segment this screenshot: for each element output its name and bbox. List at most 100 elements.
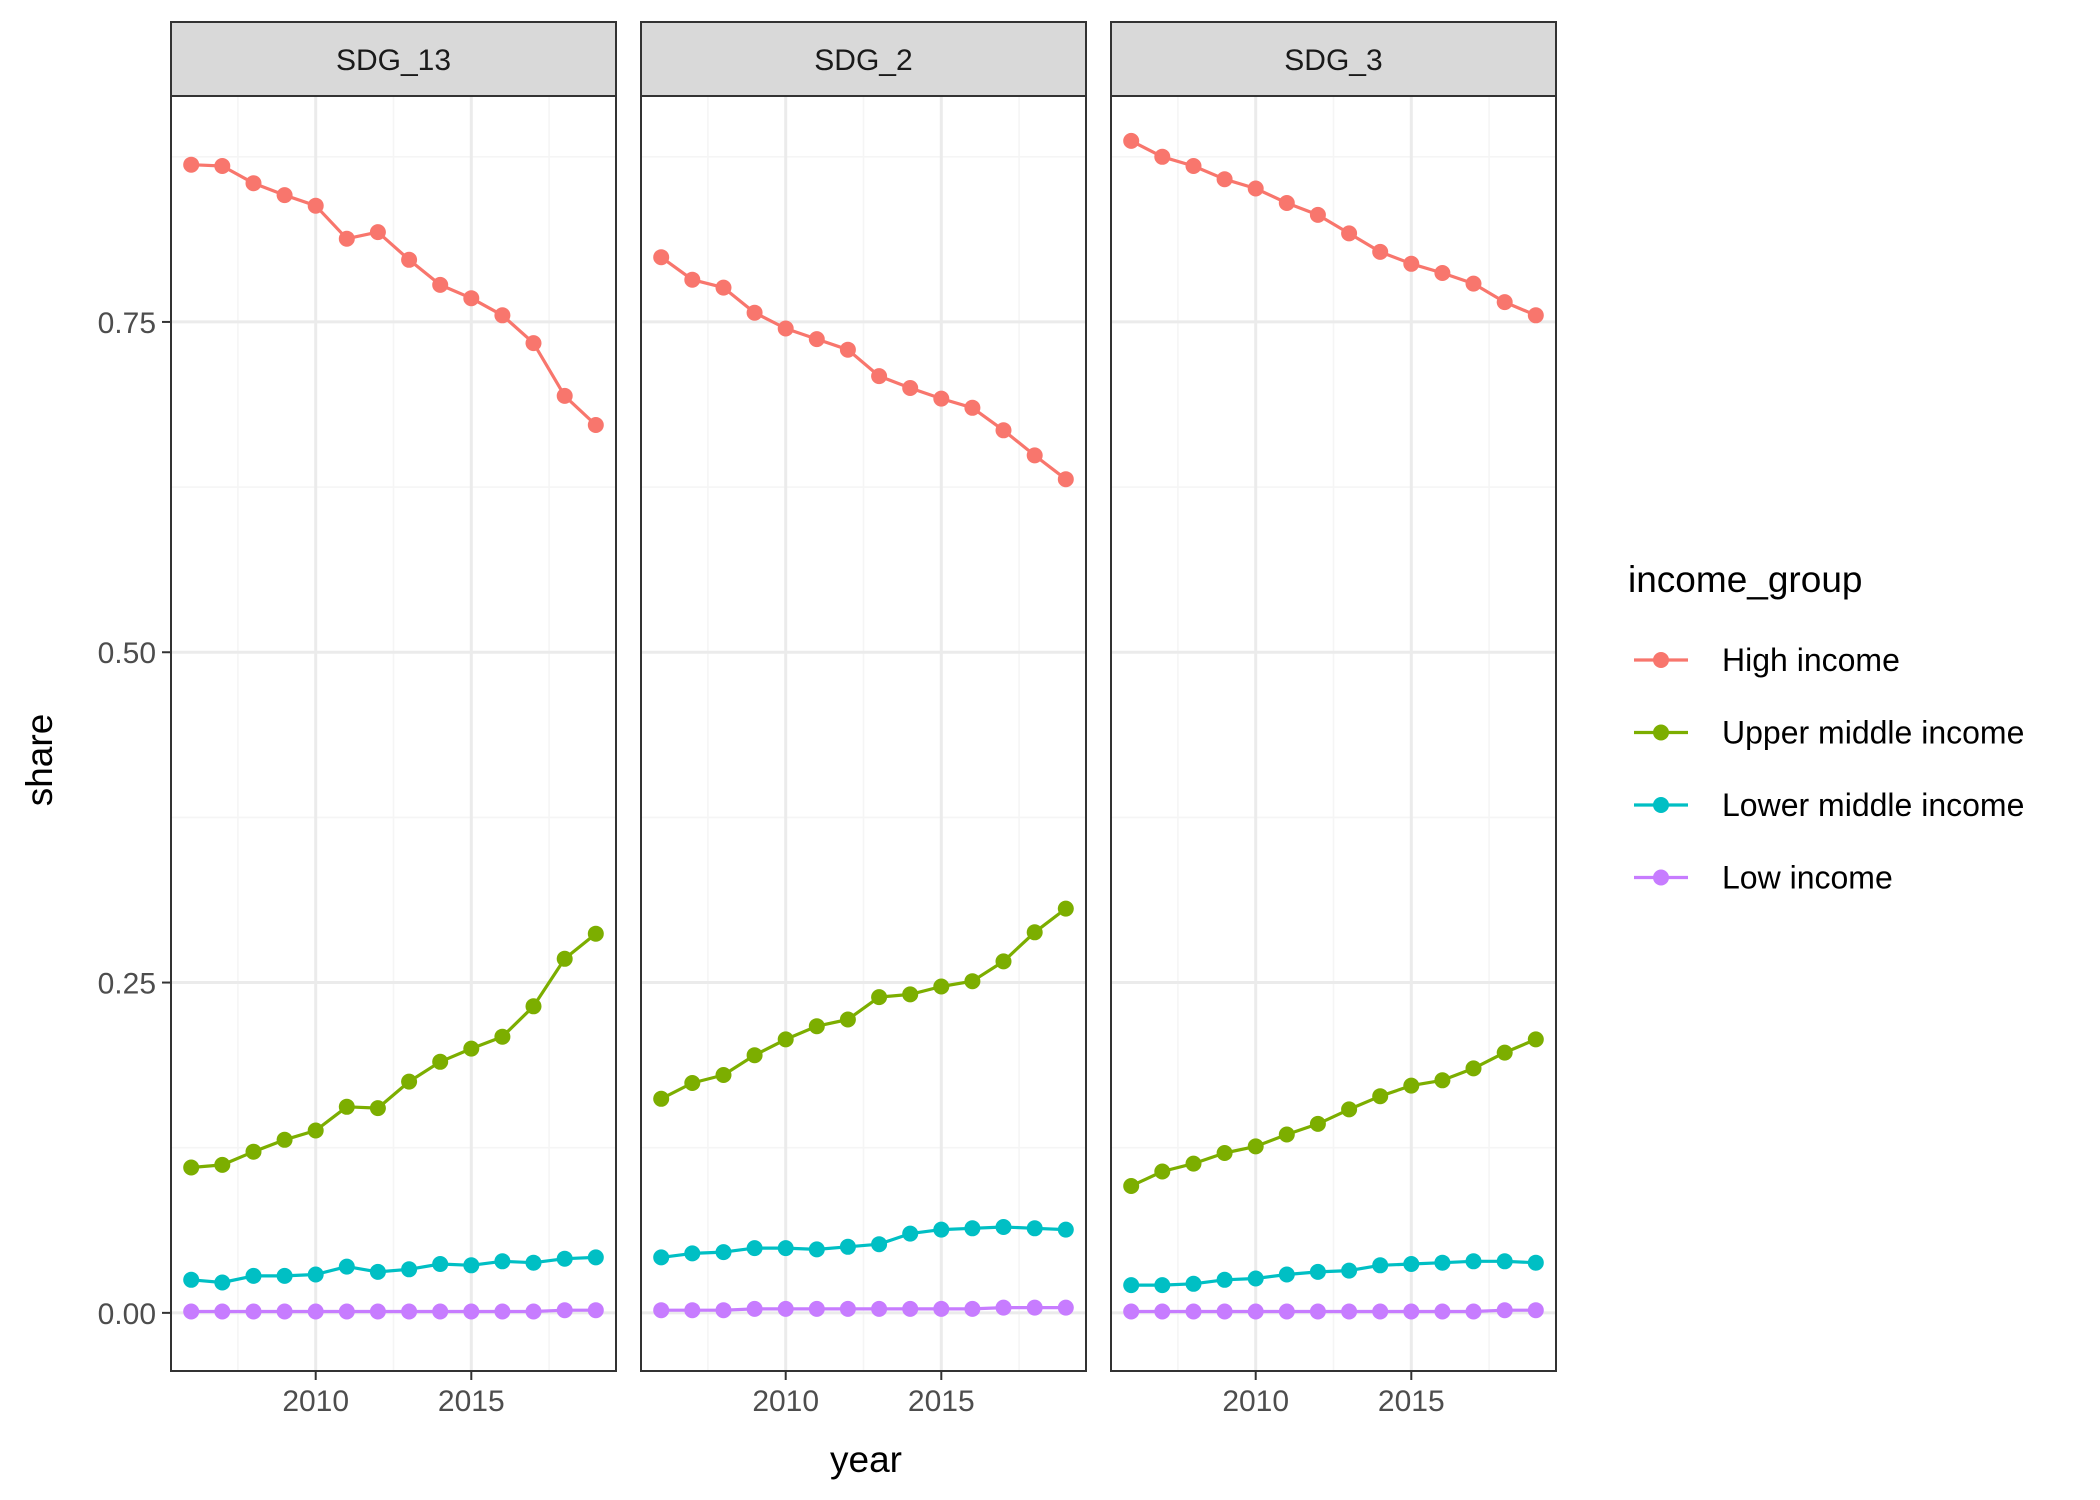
data-point-high-income [494,307,511,324]
y-axis: 0.00 0.25 0.50 0.75 [98,307,171,1331]
data-point-upper-middle-income [1057,900,1074,917]
data-point-lower-middle-income [338,1258,355,1275]
data-point-high-income [777,320,794,337]
data-point-upper-middle-income [338,1098,355,1115]
data-point-upper-middle-income [556,950,573,967]
data-point-upper-middle-income [1527,1031,1544,1048]
data-point-low-income [653,1302,670,1319]
data-point-high-income [746,304,763,321]
data-point-upper-middle-income [1278,1126,1295,1143]
legend-key-point [1653,797,1669,813]
data-point-low-income [1216,1303,1233,1320]
data-point-high-income [933,390,950,407]
x-tick-label: 2015 [1378,1385,1445,1418]
data-point-upper-middle-income [902,986,919,1003]
data-point-lower-middle-income [902,1225,919,1242]
data-point-lower-middle-income [1154,1277,1171,1294]
data-point-high-income [808,331,825,348]
data-point-lower-middle-income [1341,1262,1358,1279]
facet-panel-sdg-2: SDG_2 [640,21,1087,1372]
data-point-high-income [307,197,324,214]
data-point-high-income [995,422,1012,439]
data-point-high-income [432,276,449,293]
data-point-lower-middle-income [1057,1221,1074,1238]
legend: income_group High income Upper middle inc… [1628,559,2024,896]
data-point-low-income [1341,1303,1358,1320]
legend-key-point [1653,724,1669,741]
data-point-upper-middle-income [746,1047,763,1064]
data-point-low-income [587,1302,604,1319]
data-point-lower-middle-income [245,1267,262,1284]
data-point-high-income [556,387,573,404]
data-point-high-income [1216,171,1233,188]
data-point-upper-middle-income [1154,1163,1171,1180]
data-point-upper-middle-income [1185,1155,1202,1172]
data-point-upper-middle-income [494,1028,511,1045]
x-tick-label: 2015 [908,1385,975,1418]
data-point-upper-middle-income [1309,1115,1326,1132]
data-point-high-income [1057,471,1074,488]
data-point-high-income [338,230,355,247]
data-point-lower-middle-income [964,1220,981,1237]
data-point-high-income [1527,307,1544,324]
data-point-upper-middle-income [777,1031,794,1048]
data-point-lower-middle-income [1372,1257,1389,1274]
facet-strip [1110,21,1557,97]
data-point-upper-middle-income [183,1159,200,1176]
facet-strip [640,21,1087,97]
data-point-low-income [401,1303,418,1320]
data-point-high-income [839,341,856,358]
data-point-high-income [1372,243,1389,260]
data-point-lower-middle-income [183,1271,200,1288]
facet-strip-label: SDG_13 [336,44,451,77]
data-point-low-income [995,1299,1012,1316]
data-point-upper-middle-income [964,973,981,990]
data-point-high-income [1434,265,1451,281]
data-point-low-income [1372,1303,1389,1320]
data-point-high-income [1123,132,1140,149]
data-point-high-income [1309,206,1326,223]
data-point-high-income [1026,447,1043,464]
data-point-lower-middle-income [995,1219,1012,1235]
data-point-low-income [463,1303,480,1320]
data-point-lower-middle-income [746,1240,763,1257]
data-point-upper-middle-income [276,1131,293,1148]
data-point-upper-middle-income [933,978,950,995]
data-point-low-income [871,1300,888,1317]
data-point-high-income [715,279,732,296]
data-point-upper-middle-income [715,1067,732,1083]
data-point-high-income [463,290,480,307]
data-point-high-income [1403,255,1420,272]
data-point-lower-middle-income [463,1257,480,1274]
y-tick-label: 0.00 [98,1298,156,1331]
data-point-low-income [746,1300,763,1317]
x-axes: 2010 2015 2010 2015 2010 2015 [282,1371,1445,1418]
data-point-low-income [214,1303,231,1320]
data-point-lower-middle-income [1185,1275,1202,1292]
data-point-lower-middle-income [933,1221,950,1238]
data-point-lower-middle-income [1216,1271,1233,1288]
data-point-upper-middle-income [1434,1072,1451,1089]
legend-label: Upper middle income [1722,715,2024,751]
data-point-high-income [525,335,542,352]
data-point-low-income [777,1300,794,1317]
data-point-high-income [1185,158,1202,174]
data-point-low-income [1434,1303,1451,1320]
data-point-high-income [214,158,231,174]
data-point-high-income [1247,180,1264,197]
y-tick-label: 0.50 [98,637,156,670]
data-point-low-income [1309,1303,1326,1320]
data-point-high-income [1496,294,1513,311]
facet-strip-label: SDG_3 [1284,44,1382,77]
data-point-lower-middle-income [401,1261,418,1278]
legend-key-point [1653,869,1669,886]
data-point-low-income [964,1300,981,1317]
data-point-upper-middle-income [1496,1044,1513,1061]
x-tick-label: 2010 [282,1385,349,1418]
data-point-upper-middle-income [1026,924,1043,941]
facet-panel-sdg-3: SDG_3 [1110,21,1557,1372]
data-point-upper-middle-income [1341,1101,1358,1118]
data-point-low-income [1527,1302,1544,1319]
data-point-high-income [245,175,262,192]
data-point-lower-middle-income [214,1274,231,1291]
